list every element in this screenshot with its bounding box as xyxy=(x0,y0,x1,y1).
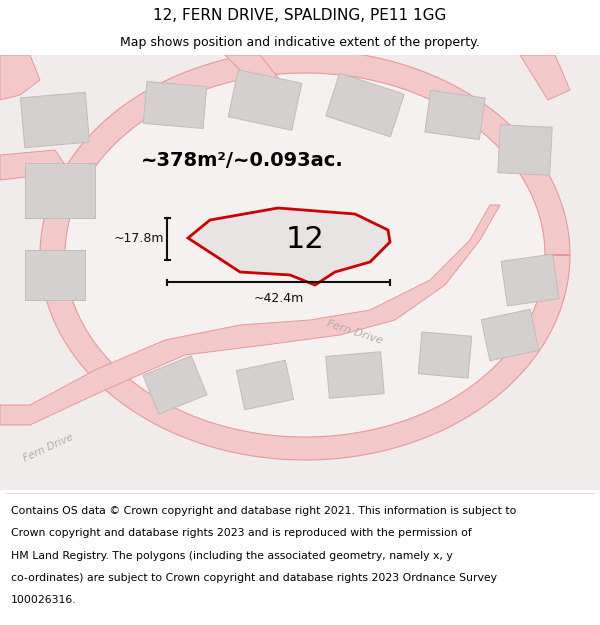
Polygon shape xyxy=(188,208,390,285)
Text: Fern Drive: Fern Drive xyxy=(326,318,384,346)
Polygon shape xyxy=(498,124,552,176)
Polygon shape xyxy=(65,73,545,437)
Text: ~42.4m: ~42.4m xyxy=(253,291,304,304)
Text: ~378m²/~0.093ac.: ~378m²/~0.093ac. xyxy=(140,151,343,169)
Polygon shape xyxy=(236,360,293,410)
Polygon shape xyxy=(40,50,570,460)
Polygon shape xyxy=(0,205,500,425)
Polygon shape xyxy=(25,162,95,217)
Polygon shape xyxy=(25,250,85,300)
Polygon shape xyxy=(501,254,559,306)
Polygon shape xyxy=(520,55,570,100)
Text: Crown copyright and database rights 2023 and is reproduced with the permission o: Crown copyright and database rights 2023… xyxy=(11,529,472,539)
Text: Contains OS data © Crown copyright and database right 2021. This information is : Contains OS data © Crown copyright and d… xyxy=(11,506,516,516)
Polygon shape xyxy=(225,55,280,85)
Polygon shape xyxy=(425,91,485,139)
Polygon shape xyxy=(228,70,302,130)
Polygon shape xyxy=(0,150,70,180)
Polygon shape xyxy=(20,92,89,148)
Text: 12, FERN DRIVE, SPALDING, PE11 1GG: 12, FERN DRIVE, SPALDING, PE11 1GG xyxy=(154,8,446,23)
Text: Fern Drive: Fern Drive xyxy=(22,432,74,464)
Text: co-ordinates) are subject to Crown copyright and database rights 2023 Ordnance S: co-ordinates) are subject to Crown copyr… xyxy=(11,573,497,583)
Text: HM Land Registry. The polygons (including the associated geometry, namely x, y: HM Land Registry. The polygons (includin… xyxy=(11,551,452,561)
Polygon shape xyxy=(326,73,404,137)
Polygon shape xyxy=(326,352,384,398)
Text: Map shows position and indicative extent of the property.: Map shows position and indicative extent… xyxy=(120,36,480,49)
Polygon shape xyxy=(0,55,40,100)
Text: 12: 12 xyxy=(286,226,325,254)
Text: ~17.8m: ~17.8m xyxy=(114,232,164,246)
Polygon shape xyxy=(418,332,472,378)
Polygon shape xyxy=(481,309,539,361)
Text: 100026316.: 100026316. xyxy=(11,595,76,605)
Polygon shape xyxy=(143,81,207,129)
Polygon shape xyxy=(143,356,207,414)
